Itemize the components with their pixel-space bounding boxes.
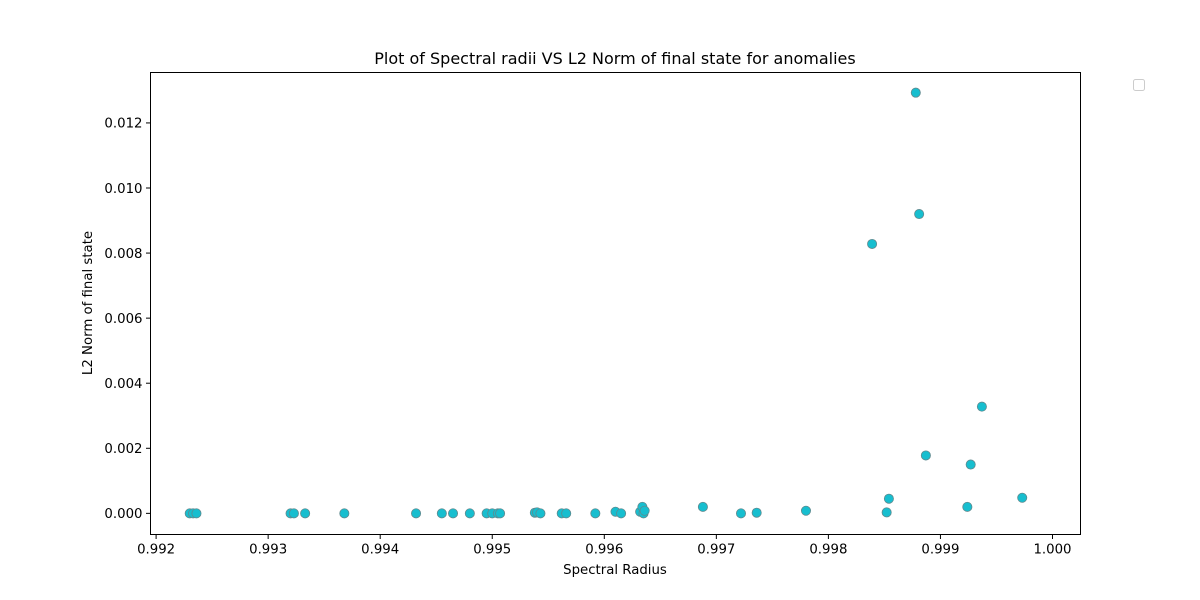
data-point bbox=[697, 501, 708, 512]
data-point bbox=[965, 459, 976, 470]
data-point bbox=[920, 450, 931, 461]
y-tick-label: 0.006 bbox=[104, 312, 142, 327]
x-ticks: 0.992 0.993 0.994 0.995 0.996 0.997 0.998 0.999… bbox=[137, 534, 1072, 558]
data-point bbox=[448, 508, 459, 519]
data-point bbox=[616, 508, 627, 519]
data-point bbox=[300, 508, 311, 519]
data-point bbox=[883, 493, 894, 504]
x-tick-label: 0.999 bbox=[921, 543, 959, 558]
data-point bbox=[639, 505, 650, 516]
plot-area-frame bbox=[150, 72, 1081, 535]
data-point bbox=[339, 508, 350, 519]
data-point bbox=[191, 508, 202, 519]
data-point bbox=[495, 508, 506, 519]
data-point bbox=[1017, 492, 1028, 503]
x-tick-label: 0.997 bbox=[697, 543, 735, 558]
data-point bbox=[735, 508, 746, 519]
data-point bbox=[800, 505, 811, 516]
data-point bbox=[288, 508, 299, 519]
x-tick-label: 0.992 bbox=[137, 543, 175, 558]
y-tick-label: 0.008 bbox=[104, 247, 142, 262]
data-point bbox=[436, 508, 447, 519]
x-tick-label: 0.998 bbox=[809, 543, 847, 558]
data-point bbox=[914, 209, 925, 220]
data-point bbox=[411, 508, 422, 519]
y-axis-title: L2 Norm of final state bbox=[81, 231, 96, 375]
data-point bbox=[464, 508, 475, 519]
y-tick-label: 0.002 bbox=[104, 442, 142, 457]
data-point bbox=[751, 507, 762, 518]
chart-title: Plot of Spectral radii VS L2 Norm of fin… bbox=[374, 49, 855, 68]
legend-box bbox=[1133, 79, 1145, 91]
y-tick-label: 0.010 bbox=[104, 182, 142, 197]
y-tick-label: 0.004 bbox=[104, 377, 142, 392]
data-point bbox=[535, 508, 546, 519]
x-tick-label: 0.996 bbox=[585, 543, 623, 558]
data-point bbox=[590, 508, 601, 519]
x-tick-label: 0.994 bbox=[361, 543, 399, 558]
data-point bbox=[561, 508, 572, 519]
data-point bbox=[962, 501, 973, 512]
y-tick-label: 0.012 bbox=[104, 117, 142, 132]
y-ticks: 0.000 0.002 0.004 0.006 0.008 0.010 0.012 bbox=[104, 117, 151, 522]
x-tick-label: 0.995 bbox=[473, 543, 511, 558]
x-tick-label: 0.993 bbox=[249, 543, 287, 558]
data-point bbox=[867, 238, 878, 249]
y-tick-label: 0.000 bbox=[104, 507, 142, 522]
points-layer bbox=[184, 87, 1028, 519]
data-point bbox=[976, 401, 987, 412]
x-tick-label: 1.000 bbox=[1033, 543, 1071, 558]
data-point bbox=[910, 87, 921, 98]
x-axis-title: Spectral Radius bbox=[563, 563, 667, 578]
data-point bbox=[881, 507, 892, 518]
